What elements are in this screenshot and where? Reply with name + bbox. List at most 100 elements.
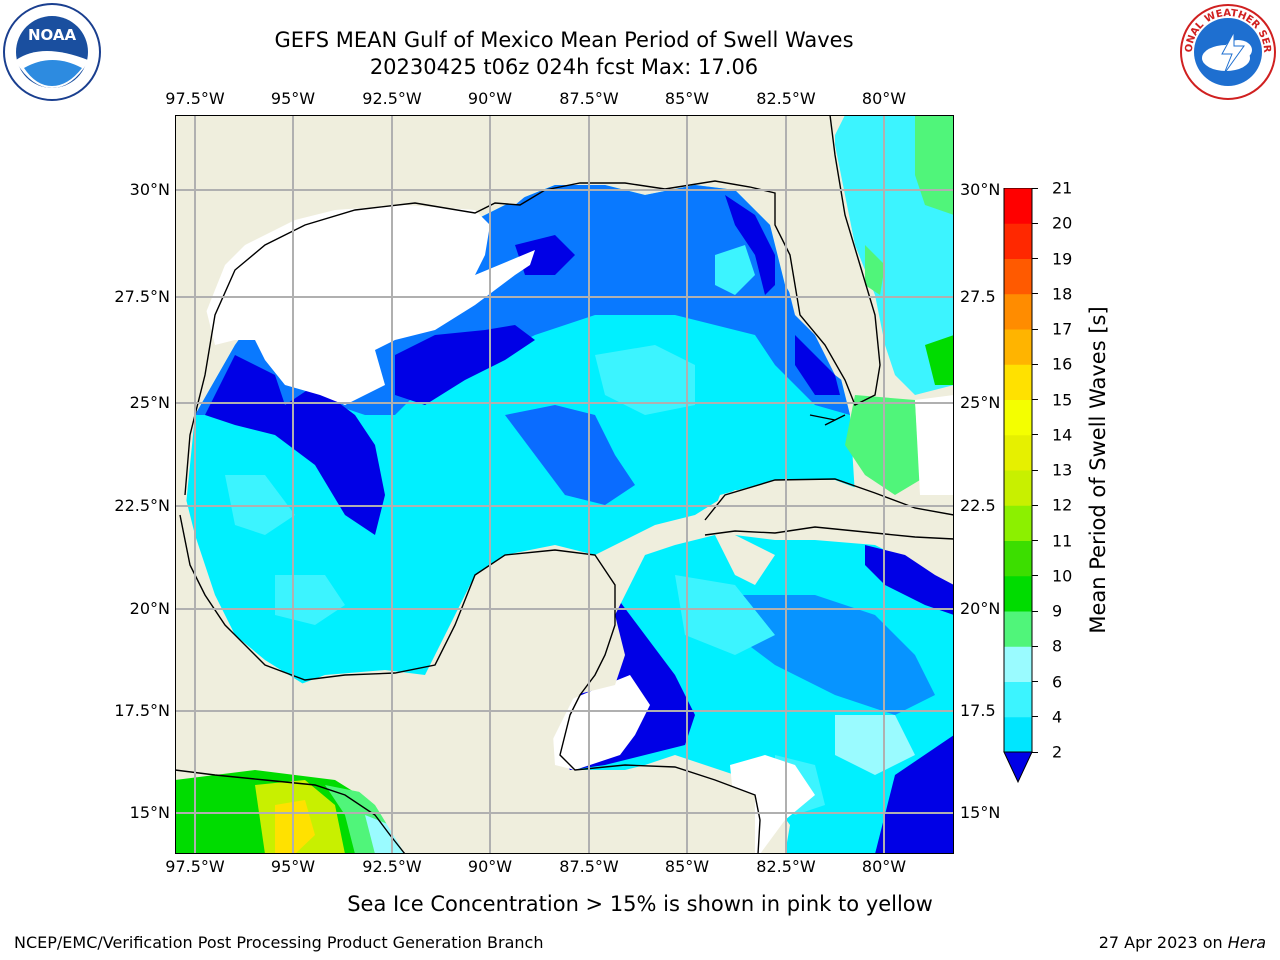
colorbar-segment xyxy=(1004,223,1032,259)
colorbar-tick-mark xyxy=(1032,258,1038,259)
colorbar-tick-label: 4 xyxy=(1052,707,1063,727)
colorbar-tick-label: 19 xyxy=(1052,249,1073,268)
lat-tick-left: 20°N xyxy=(129,599,170,618)
colorbar-tick-label: 6 xyxy=(1052,672,1063,691)
colorbar-tick-mark xyxy=(1032,328,1038,330)
lat-tick-left: 27.5°N xyxy=(114,287,170,306)
lat-tick-left: 22.5°N xyxy=(114,496,170,515)
colorbar-tick-label: 14 xyxy=(1052,425,1073,445)
chart-subtitle: 20230425 t06z 024h fcst Max: 17.06 xyxy=(369,55,759,79)
colorbar-extend-arrow xyxy=(1003,751,1033,784)
lon-tick-top: 92.5°W xyxy=(362,89,422,108)
colorbar-tick-label: 21 xyxy=(1052,178,1073,198)
lon-tick-top: 90°W xyxy=(467,89,513,108)
no-data-region-nw xyxy=(205,205,535,405)
colorbar-segment xyxy=(1004,258,1032,295)
colorbar-segment xyxy=(1004,575,1032,612)
colorbar-segment xyxy=(1004,611,1032,647)
svg-text:NOAA: NOAA xyxy=(28,26,77,44)
lat-tick-right: 25°N xyxy=(960,393,1001,412)
no-data-region-caribbean xyxy=(553,675,650,770)
lat-tick-left: 15°N xyxy=(129,803,170,822)
colorbar-segment xyxy=(1004,716,1032,753)
lat-tick-right: 15°N xyxy=(960,803,1001,822)
date-stamp: 27 Apr 2023 on Hera xyxy=(1099,933,1266,952)
lat-tick-right: 20°N xyxy=(960,599,1001,618)
coastline xyxy=(174,114,955,855)
colorbar-tick-mark xyxy=(1032,645,1038,647)
map-area xyxy=(174,114,955,855)
colorbar-tick-mark xyxy=(1032,575,1038,577)
credit-text: NCEP/EMC/Verification Post Processing Pr… xyxy=(14,933,544,952)
colorbar-tick-mark xyxy=(1032,540,1038,541)
colorbar-segment xyxy=(1004,329,1032,365)
date-text: 27 Apr 2023 on xyxy=(1098,933,1228,952)
machine-name: Hera xyxy=(1227,933,1266,952)
colorbar xyxy=(1000,187,1040,784)
lon-tick-bottom: 87.5°W xyxy=(559,857,619,876)
lon-tick-top: 87.5°W xyxy=(559,89,619,108)
lon-tick-bottom: 97.5°W xyxy=(165,857,225,876)
lat-tick-right: 17.5 xyxy=(960,701,996,720)
colorbar-tick-label: 8 xyxy=(1052,636,1063,656)
lon-tick-top: 95°W xyxy=(270,89,316,108)
colorbar-tick-mark xyxy=(1032,363,1038,365)
colorbar-tick-mark xyxy=(1032,751,1038,753)
lon-tick-bottom: 85°W xyxy=(664,857,710,876)
colorbar-segment xyxy=(1004,364,1032,400)
colorbar-segment xyxy=(1004,188,1032,224)
colorbar-tick-label: 12 xyxy=(1052,495,1073,515)
colorbar-segment xyxy=(1004,681,1032,718)
lat-tick-left: 30°N xyxy=(129,180,170,199)
lon-tick-bottom: 95°W xyxy=(270,857,316,876)
colorbar-tick-mark xyxy=(1032,293,1038,295)
colorbar-segment xyxy=(1004,505,1032,541)
colorbar-tick-mark xyxy=(1032,222,1038,224)
lat-tick-right: 30°N xyxy=(960,180,1001,199)
atlantic-water-field xyxy=(835,115,954,495)
colorbar-tick-mark xyxy=(1032,469,1038,471)
colorbar-tick-label: 16 xyxy=(1052,354,1073,374)
lat-tick-right: 27.5 xyxy=(960,287,996,306)
lat-tick-left: 25°N xyxy=(129,393,170,412)
colorbar-tick-mark xyxy=(1032,187,1038,189)
lat-tick-right: 22.5 xyxy=(960,496,996,515)
lon-tick-bottom: 92.5°W xyxy=(362,857,422,876)
colorbar-tick-mark xyxy=(1032,434,1038,436)
swell-period-map xyxy=(174,114,955,855)
lon-tick-top: 80°W xyxy=(861,89,907,108)
lon-tick-bottom: 90°W xyxy=(467,857,513,876)
lon-tick-top: 97.5°W xyxy=(165,89,225,108)
colorbar-tick-label: 15 xyxy=(1052,390,1073,409)
sea-ice-note: Sea Ice Concentration > 15% is shown in … xyxy=(0,892,1280,916)
lon-tick-bottom: 80°W xyxy=(861,857,907,876)
colorbar-tick-label: 2 xyxy=(1052,742,1063,762)
colorbar-segment xyxy=(1004,646,1032,682)
colorbar-label: Mean Period of Swell Waves [s] xyxy=(1086,306,1110,634)
colorbar-segment xyxy=(1004,540,1032,577)
lon-tick-bottom: 82.5°W xyxy=(756,857,816,876)
nws-logo: NATIONAL WEATHER SERVICE xyxy=(1174,0,1278,102)
lat-tick-left: 17.5°N xyxy=(114,701,170,720)
colorbar-tick-label: 10 xyxy=(1052,566,1073,586)
noaa-logo: NOAA xyxy=(2,2,102,102)
graticule xyxy=(175,115,954,854)
colorbar-tick-label: 20 xyxy=(1052,213,1073,233)
colorbar-segment xyxy=(1004,293,1032,330)
colorbar-segment xyxy=(1004,434,1032,471)
colorbar-tick-label: 9 xyxy=(1052,601,1063,621)
sea-ice-note-text: Sea Ice Concentration > 15% is shown in … xyxy=(347,892,933,916)
colorbar-tick-mark xyxy=(1032,399,1038,400)
lon-tick-top: 82.5°W xyxy=(756,89,816,108)
colorbar-graphic xyxy=(1003,187,1033,784)
chart-title: GEFS MEAN Gulf of Mexico Mean Period of … xyxy=(274,28,854,52)
colorbar-segment xyxy=(1004,470,1032,506)
colorbar-tick-label: 11 xyxy=(1052,531,1073,550)
lon-tick-top: 85°W xyxy=(664,89,710,108)
colorbar-tick-mark xyxy=(1032,681,1038,682)
colorbar-segment xyxy=(1004,399,1032,436)
colorbar-tick-label: 17 xyxy=(1052,319,1073,339)
colorbar-tick-mark xyxy=(1032,504,1038,506)
colorbar-tick-mark xyxy=(1032,716,1038,718)
colorbar-tick-mark xyxy=(1032,610,1038,612)
